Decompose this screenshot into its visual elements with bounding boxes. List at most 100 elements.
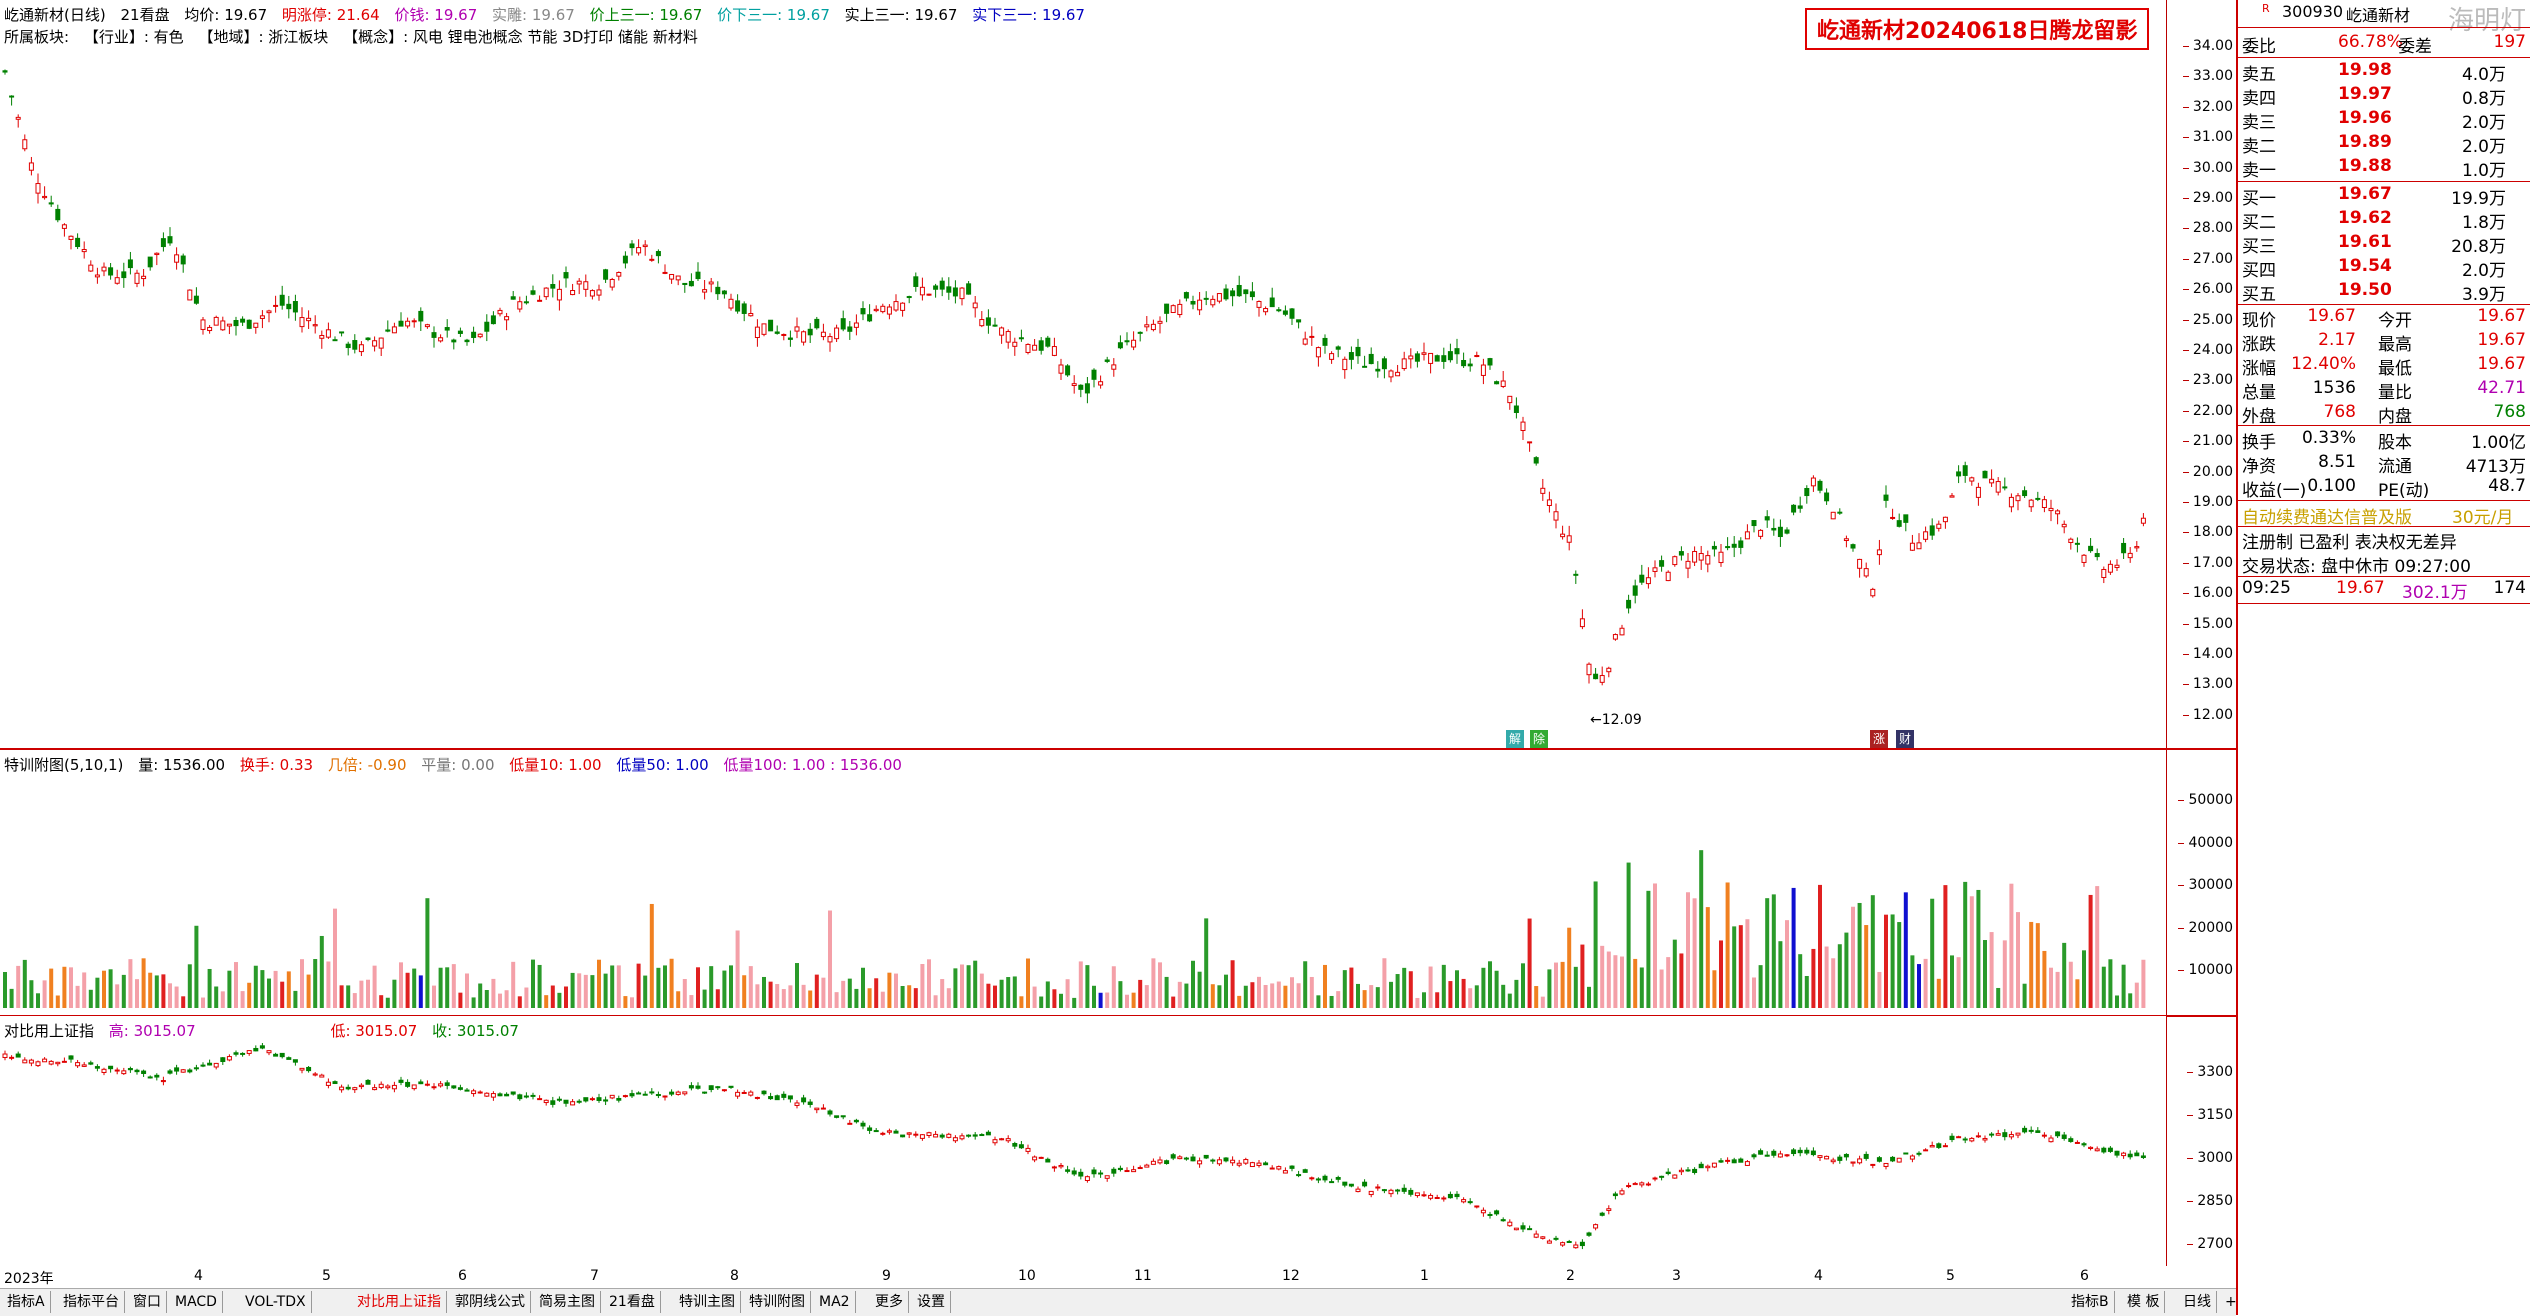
tab-2[interactable]: 窗口 [128, 1291, 167, 1313]
tab-4[interactable]: VOL-TDX [240, 1291, 312, 1313]
promo-price[interactable]: 30元/月 [2452, 508, 2514, 528]
candle-body [2061, 523, 2067, 528]
candle-body [1329, 353, 1335, 360]
stat-row: 现价 19.67 今开 19.67 [2238, 306, 2530, 331]
volume-bar [1547, 969, 1552, 1008]
tab-11[interactable]: MA2 [814, 1291, 856, 1313]
volume-bar [1956, 957, 1961, 1008]
candle-body [2081, 554, 2087, 563]
tab-1[interactable]: 指标平台 [58, 1291, 125, 1313]
axis-tick: 2850 [2187, 1193, 2233, 1209]
volume-bar [1092, 985, 1096, 1008]
time-tick: 10 [1018, 1268, 1036, 1284]
candle-body [919, 286, 925, 296]
index-body [523, 1095, 529, 1098]
candle-body [1758, 529, 1764, 537]
index-body [88, 1062, 94, 1065]
volume-bar [432, 985, 436, 1008]
promo-row[interactable]: 自动续费通达信普及版 30元/月 [2238, 503, 2530, 528]
candle-body [365, 337, 371, 341]
volume-bar [1613, 955, 1618, 1008]
stat-label: 涨跌 [2242, 335, 2276, 355]
candle-body [972, 302, 978, 309]
right-tab-2[interactable]: 日线 [2178, 1291, 2217, 1313]
index-chart-pane[interactable]: 对比用上证指 高: 3015.07 低: 3015.07 收: 3015.07 [0, 1016, 2166, 1283]
index-body [1289, 1165, 1295, 1169]
index-body [339, 1086, 345, 1091]
index-body [68, 1055, 74, 1060]
tab-5[interactable]: 对比用上证指 [352, 1291, 447, 1313]
tab-3[interactable]: MACD [170, 1291, 223, 1313]
candle-body [1678, 551, 1684, 556]
volume-bar [966, 965, 971, 1008]
candle-body [636, 247, 642, 254]
index-body [1850, 1161, 1856, 1164]
index-body [1962, 1138, 1968, 1141]
time-tick: 2 [1566, 1268, 1575, 1284]
index-body [2035, 1130, 2041, 1133]
index-body [893, 1130, 899, 1134]
tab-0[interactable]: 指标A [2, 1291, 51, 1313]
promo-text[interactable]: 自动续费通达信普及版 [2242, 508, 2412, 528]
right-tab-1[interactable]: 模 板 [2122, 1291, 2166, 1313]
volume-bar [755, 984, 760, 1008]
volume-bar [729, 965, 733, 1008]
candle-body [847, 326, 853, 332]
right-tab-0[interactable]: 指标B [2066, 1291, 2115, 1313]
volume-bar [557, 992, 562, 1008]
volume-bar [306, 974, 311, 1008]
candle-body [1368, 353, 1374, 365]
candle-body [1342, 358, 1348, 371]
time-tick: 5 [322, 1268, 331, 1284]
volume-bar [821, 977, 826, 1008]
index-body [2094, 1148, 2100, 1152]
bid-price: 19.61 [2338, 232, 2392, 252]
badge-jie: 解 [1506, 730, 1524, 748]
axis-tick: 13.00 [2182, 676, 2233, 693]
tab-13[interactable]: 设置 [912, 1291, 951, 1313]
index-body [2041, 1134, 2047, 1137]
candle-body [1936, 523, 1942, 529]
index-body [1078, 1171, 1084, 1177]
tab-6[interactable]: 郭阴线公式 [450, 1291, 531, 1313]
weicha-label: 委差 [2398, 37, 2432, 57]
index-body [1731, 1159, 1737, 1164]
candle-body [200, 319, 206, 330]
volume-bar [795, 963, 799, 1008]
tick-amount: 302.1万 [2402, 583, 2468, 603]
tab-10[interactable]: 特训附图 [744, 1291, 811, 1313]
tab-12[interactable]: 更多 [870, 1291, 909, 1313]
axis-tick: 34.00 [2182, 38, 2233, 54]
index-body [2048, 1137, 2054, 1143]
candle-body [1817, 480, 1823, 491]
ask-row: 卖四 19.97 0.8万 [2238, 84, 2530, 109]
volume-bar [174, 986, 179, 1008]
price-chart-pane[interactable]: 屹通新材(日线) 21看盘 均价: 19.67 明涨停: 21.64 价钱: 1… [0, 0, 2166, 750]
volume-bar [207, 968, 212, 1008]
candle-body [1111, 364, 1117, 370]
volume-bar [280, 981, 285, 1008]
candle-body [431, 332, 437, 338]
ask-price: 19.97 [2338, 84, 2392, 104]
candle-body [1599, 675, 1605, 683]
candle-body [1711, 545, 1717, 550]
candle-body [583, 281, 589, 290]
bid-price: 19.67 [2338, 184, 2392, 204]
candle-body [1929, 525, 1935, 536]
index-body [1784, 1154, 1790, 1157]
vol-indicator-name: 特训附图(5,10,1) [4, 756, 124, 774]
candle-body [1969, 477, 1975, 482]
candle-body [537, 299, 543, 302]
volume-bar [286, 971, 291, 1008]
volume-bar [425, 898, 430, 1008]
candle-body [418, 310, 424, 322]
tab-9[interactable]: 特训主图 [674, 1291, 741, 1313]
tab-7[interactable]: 简易主图 [534, 1291, 601, 1313]
candle-body [1791, 504, 1797, 513]
volume-bar [748, 966, 753, 1008]
index-body [748, 1091, 754, 1096]
tab-8[interactable]: 21看盘 [604, 1291, 661, 1313]
volume-bar [1144, 985, 1149, 1008]
volume-chart-pane[interactable]: 特训附图(5,10,1) 量: 1536.00 换手: 0.33 几倍: -0.… [0, 750, 2166, 1016]
badge-zhang: 涨 [1870, 730, 1888, 748]
